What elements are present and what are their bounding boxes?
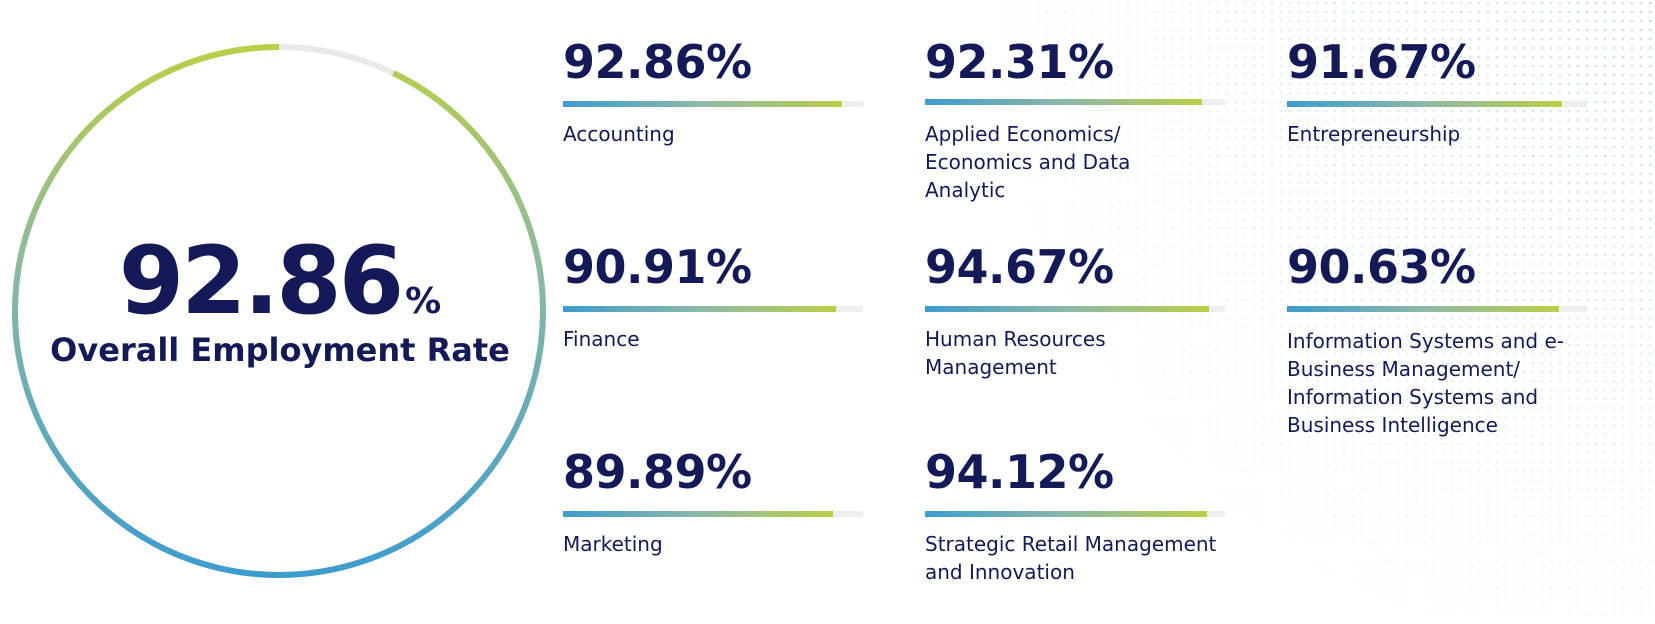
stat-label: Information Systems and e-Business Manag… [1287, 329, 1564, 437]
bar-track [1287, 306, 1587, 312]
overall-rate-ring [12, 44, 547, 578]
stat-label: Accounting [563, 122, 675, 146]
overall-rate-label: Overall Employment Rate [50, 331, 510, 369]
stat-label: Human Resources Management [925, 327, 1106, 379]
overall-rate-unit: % [405, 281, 442, 322]
bar-fill [1287, 306, 1559, 312]
bar-track [563, 306, 863, 312]
bar-track [925, 306, 1225, 312]
bar-fill [563, 306, 836, 312]
bar-track [925, 511, 1225, 517]
bar-fill [925, 306, 1209, 312]
stat-value: 91.67% [1287, 35, 1476, 89]
stat-value: 89.89% [563, 445, 752, 499]
bar-fill [925, 511, 1208, 517]
ring-progress-arc [12, 44, 547, 578]
bar-track [1287, 101, 1587, 107]
stat-label: Applied Economics/ Economics and Data An… [925, 122, 1131, 202]
stat-value: 90.91% [563, 240, 752, 294]
overall-rate-number: 92.86 [118, 227, 404, 336]
overall-rate-value: 92.86% [45, 232, 515, 352]
bar-fill [563, 511, 833, 517]
stat-value: 94.12% [925, 445, 1114, 499]
stat-label: Finance [563, 327, 640, 351]
stat-label: Marketing [563, 532, 663, 556]
stat-label: Entrepreneurship [1287, 122, 1461, 146]
bar-track [563, 101, 863, 107]
stat-value: 94.67% [925, 240, 1114, 294]
bar-fill [1287, 101, 1562, 107]
bar-fill [563, 101, 842, 107]
stat-value: 92.31% [925, 35, 1114, 89]
bar-track [563, 511, 863, 517]
bar-fill [925, 99, 1202, 105]
bar-track [925, 99, 1225, 105]
stat-value: 90.63% [1287, 240, 1476, 294]
stat-value: 92.86% [563, 35, 752, 89]
stat-label: Strategic Retail Management and Innovati… [925, 532, 1217, 584]
